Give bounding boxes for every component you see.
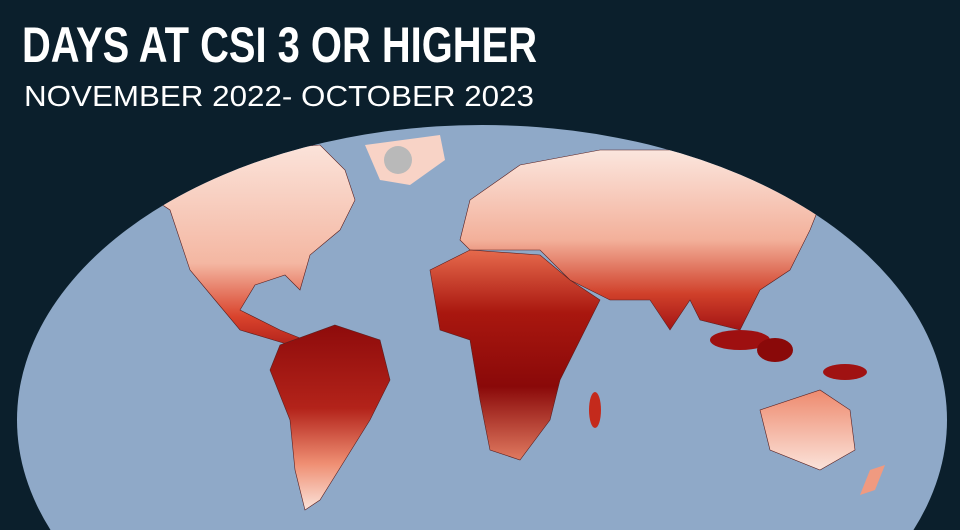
north-america bbox=[134, 144, 356, 361]
title: DAYS AT CSI 3 OR HIGHER bbox=[22, 17, 537, 73]
new-zealand bbox=[860, 465, 885, 495]
south-america bbox=[269, 324, 391, 511]
new-guinea bbox=[823, 364, 867, 380]
indonesia bbox=[757, 338, 793, 362]
africa bbox=[429, 249, 601, 461]
indonesia bbox=[710, 330, 770, 350]
subtitle: NOVEMBER 2022- OCTOBER 2023 bbox=[24, 81, 534, 113]
no-data bbox=[384, 146, 412, 174]
australia bbox=[759, 389, 856, 471]
madagascar bbox=[589, 392, 601, 428]
